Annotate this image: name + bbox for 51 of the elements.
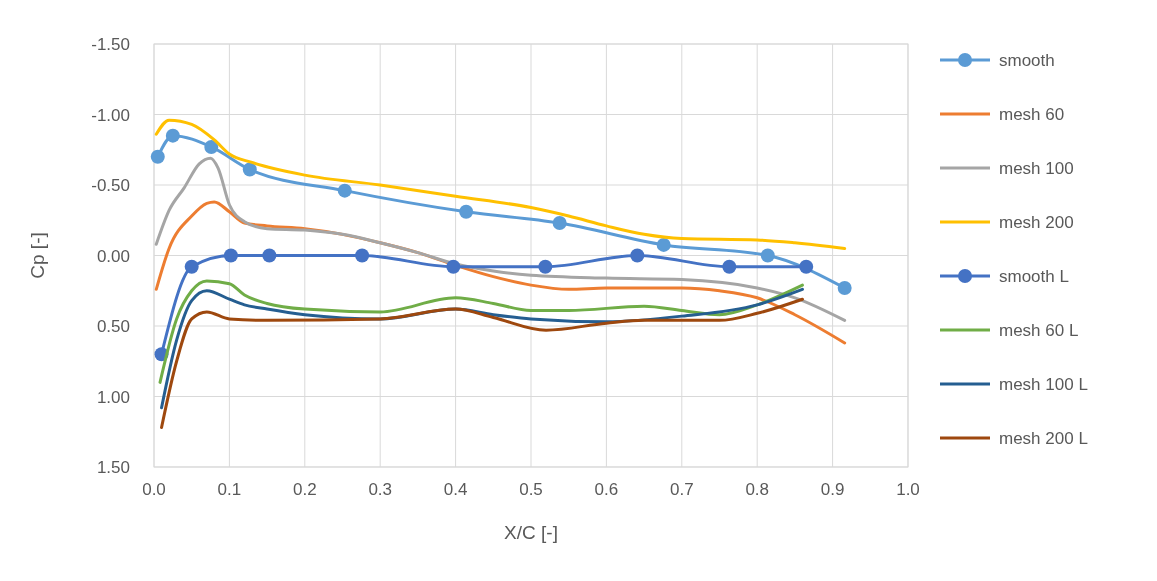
- point: [184, 259, 199, 274]
- y-tick-label: 1.00: [96, 387, 130, 407]
- x-tick-label: 0.0: [142, 480, 166, 499]
- point: [837, 280, 852, 295]
- point: [242, 162, 257, 177]
- legend-label: mesh 100 L: [999, 375, 1088, 394]
- point: [204, 139, 219, 154]
- x-tick-label: 1.0: [896, 480, 920, 499]
- point: [630, 248, 645, 263]
- y-axis-title: Cp [-]: [27, 232, 48, 279]
- line-series: [160, 297, 804, 430]
- point: [337, 183, 352, 198]
- point: [165, 128, 180, 143]
- legend-label: mesh 200 L: [999, 429, 1088, 448]
- point: [446, 259, 461, 274]
- y-tick-label: -1.00: [91, 105, 130, 125]
- x-axis-title: X/C [-]: [504, 522, 558, 543]
- legend-label: mesh 100: [999, 159, 1074, 178]
- x-tick-label: 0.4: [443, 480, 468, 499]
- line-series: [158, 279, 804, 384]
- legend-label: smooth: [999, 51, 1055, 70]
- legend-label: mesh 200: [999, 213, 1074, 232]
- point: [538, 259, 553, 274]
- line-series: [154, 118, 847, 250]
- point: [760, 248, 775, 263]
- y-tick-label: 1.50: [96, 458, 130, 477]
- point: [223, 248, 238, 263]
- point: [552, 216, 567, 231]
- legend-label: smooth L: [999, 267, 1069, 286]
- y-tick-label: 0.00: [96, 246, 130, 266]
- point: [722, 259, 737, 274]
- point: [799, 259, 814, 274]
- legend-label: mesh 60: [999, 105, 1065, 124]
- line-series: [154, 156, 847, 322]
- x-tick-label: 0.3: [368, 480, 393, 499]
- x-tick-label: 0.1: [217, 480, 242, 499]
- legend-label: mesh 60 L: [999, 321, 1079, 340]
- point: [150, 149, 165, 164]
- x-tick-label: 0.8: [745, 480, 770, 499]
- y-tick-label: 0.50: [96, 317, 130, 336]
- y-tick-label: -0.50: [91, 176, 130, 195]
- point: [459, 204, 474, 219]
- x-tick-label: 0.9: [820, 480, 845, 499]
- point: [355, 248, 370, 263]
- x-tick-label: 0.5: [519, 480, 543, 499]
- y-tick-label: -1.50: [91, 35, 130, 54]
- x-tick-label: 0.7: [669, 480, 694, 499]
- point: [656, 237, 671, 252]
- x-tick-label: 0.2: [292, 480, 317, 499]
- x-tick-label: 0.6: [594, 480, 619, 499]
- point: [262, 248, 277, 263]
